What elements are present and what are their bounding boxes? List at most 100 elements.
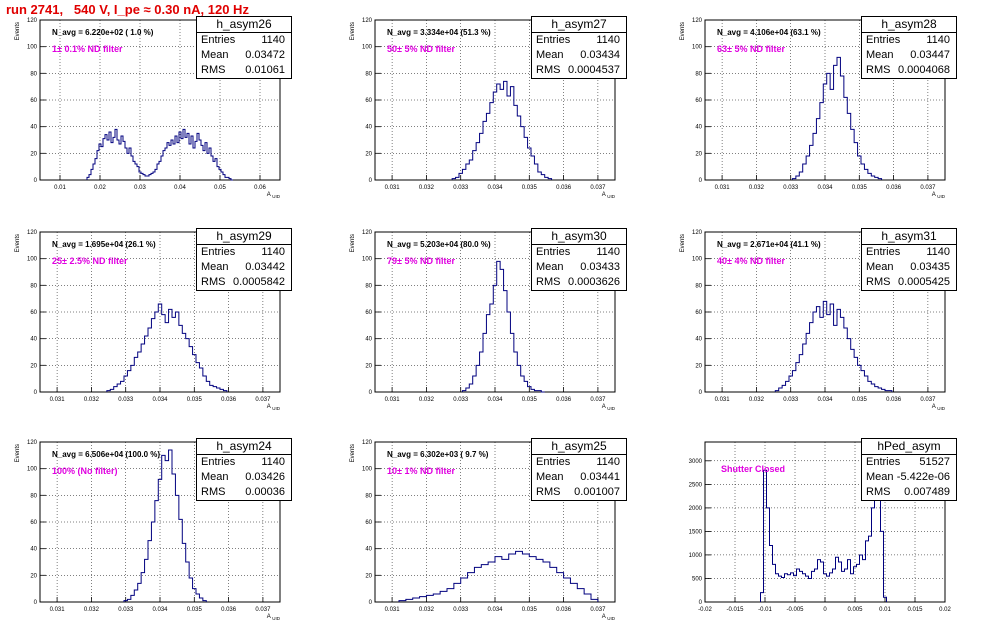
x-tick-label: 0.036 xyxy=(886,185,902,191)
histogram-plot: 0.01 0.02 0.03 0.04 0.05 0.06 0 20 40 60 80 100 120 E… xyxy=(15,18,281,199)
x-tick-label: 0.01 xyxy=(879,607,891,613)
y-tick-label: 120 xyxy=(27,230,38,236)
y-tick-label: 0 xyxy=(34,178,38,184)
histogram-line xyxy=(774,300,893,392)
filter-label: 63± 5% ND filter xyxy=(717,44,785,54)
page-title: run 2741, 540 V, I_pe ≈ 0.30 nA, 120 Hz xyxy=(6,2,249,17)
histogram-plot: 0.031 0.032 0.033 0.034 0.035 0.036 0.037 0 20 40… xyxy=(350,230,616,411)
histogram-name: hPed_asym xyxy=(862,439,956,455)
stat-row: Entries 51527 xyxy=(862,455,956,470)
y-tick-label: 100 xyxy=(362,257,373,263)
stat-key: Entries xyxy=(866,34,901,46)
histogram-name: h_asym26 xyxy=(197,17,291,33)
y-tick-label: 20 xyxy=(365,573,372,579)
y-tick-label: 60 xyxy=(365,98,372,104)
x-axis-label: A UID xyxy=(267,614,281,621)
y-tick-label: 120 xyxy=(362,18,373,24)
n-avg-label: N_avg = 1.695e+04 (26.1 %) xyxy=(52,240,156,249)
x-axis-label: A UID xyxy=(602,192,616,199)
x-tick-label: 0.034 xyxy=(487,397,503,403)
y-tick-label: 0 xyxy=(369,600,373,606)
y-tick-label: 80 xyxy=(365,71,372,77)
stat-key: RMS xyxy=(201,276,226,288)
x-tick-label: 0.037 xyxy=(920,185,936,191)
stat-value: 1140 xyxy=(596,34,620,46)
stat-key: RMS xyxy=(866,64,891,76)
y-axis-label: Events xyxy=(680,22,686,40)
n-avg-label: N_avg = 5.203e+04 (80.0 %) xyxy=(387,240,491,249)
stat-key: RMS xyxy=(536,64,561,76)
filter-label: 25± 2.5% ND filter xyxy=(52,256,128,266)
y-tick-label: 120 xyxy=(692,230,703,236)
stat-key: Mean xyxy=(201,261,229,273)
y-tick-label: 20 xyxy=(695,363,702,369)
x-tick-label: 0.036 xyxy=(556,185,572,191)
y-tick-label: 60 xyxy=(30,520,37,526)
x-tick-label: 0.035 xyxy=(522,185,538,191)
stat-value: -5.422e-06 xyxy=(896,471,950,483)
x-tick-label: 0.036 xyxy=(886,397,902,403)
x-tick-label: 0.031 xyxy=(50,397,66,403)
stat-key: Entries xyxy=(201,246,236,258)
histogram-panel: 0.031 0.032 0.033 0.034 0.035 0.036 0.037 0 20 40… xyxy=(680,16,957,199)
stat-row: RMS 0.0004537 xyxy=(532,63,626,78)
x-tick-label: 0.035 xyxy=(852,397,868,403)
stat-value: 0.03472 xyxy=(245,49,285,61)
y-axis-label: Events xyxy=(15,444,21,462)
x-tick-label: 0.035 xyxy=(522,607,538,613)
histogram-plot: 0.031 0.032 0.033 0.034 0.035 0.036 0.037 0 20 40… xyxy=(15,440,281,621)
stat-key: Entries xyxy=(536,456,571,468)
y-tick-label: 80 xyxy=(695,71,702,77)
x-tick-label: 0.031 xyxy=(50,607,66,613)
x-tick-label: 0.034 xyxy=(152,397,168,403)
y-tick-label: 120 xyxy=(27,440,38,446)
y-axis-label: Events xyxy=(15,234,21,252)
x-tick-label: 0.031 xyxy=(715,397,731,403)
n-avg-label: N_avg = 6.302e+03 ( 9.7 %) xyxy=(387,450,489,459)
y-tick-label: 60 xyxy=(365,520,372,526)
y-tick-label: 20 xyxy=(365,363,372,369)
x-tick-label: 0.033 xyxy=(453,607,469,613)
filter-label: 100% (No filter) xyxy=(52,466,118,476)
x-tick-label: 0.037 xyxy=(255,397,271,403)
stat-value: 0.03447 xyxy=(910,49,950,61)
stat-value: 0.0004068 xyxy=(898,64,950,76)
stat-key: RMS xyxy=(201,64,226,76)
x-tick-label: 0.037 xyxy=(590,607,606,613)
stat-key: Entries xyxy=(536,34,571,46)
y-tick-label: 2000 xyxy=(689,506,703,512)
stat-value: 0.00036 xyxy=(245,486,285,498)
stats-box: h_asym31 Entries 1140 Mean 0.03435 RMS 0.00054… xyxy=(861,228,957,291)
stats-box: h_asym26 Entries 1140 Mean 0.03472 RMS 0.01061 xyxy=(196,16,292,79)
histogram-plot: 0.031 0.032 0.033 0.034 0.035 0.036 0.037 0 20 40… xyxy=(15,230,281,411)
stat-key: Entries xyxy=(866,246,901,258)
y-tick-label: 120 xyxy=(362,440,373,446)
x-tick-label: 0.032 xyxy=(749,185,765,191)
x-tick-label: 0.005 xyxy=(847,607,863,613)
stats-box: h_asym25 Entries 1140 Mean 0.03441 RMS 0.00100… xyxy=(531,438,627,501)
y-tick-label: 60 xyxy=(695,310,702,316)
y-tick-label: 1000 xyxy=(689,553,703,559)
y-tick-label: 80 xyxy=(30,71,37,77)
y-tick-label: 120 xyxy=(362,230,373,236)
stat-value: 0.03426 xyxy=(245,471,285,483)
y-tick-label: 80 xyxy=(365,493,372,499)
stat-row: Entries 1140 xyxy=(532,455,626,470)
histogram-line xyxy=(760,469,887,602)
histogram-plot: 0.031 0.032 0.033 0.034 0.035 0.036 0.037 0 20 40… xyxy=(680,230,946,411)
y-tick-label: 80 xyxy=(30,283,37,289)
stat-row: Mean -5.422e-06 xyxy=(862,470,956,485)
y-axis-label: Events xyxy=(15,22,21,40)
x-tick-label: 0.037 xyxy=(590,397,606,403)
y-tick-label: 40 xyxy=(365,337,372,343)
y-tick-label: 0 xyxy=(699,178,703,184)
x-tick-label: -0.02 xyxy=(698,607,712,613)
x-tick-label: 0.037 xyxy=(920,397,936,403)
stat-row: Entries 1140 xyxy=(862,245,956,260)
stat-row: RMS 0.0003626 xyxy=(532,275,626,290)
y-tick-label: 100 xyxy=(692,257,703,263)
x-tick-label: 0.035 xyxy=(187,607,203,613)
x-tick-label: 0.036 xyxy=(556,607,572,613)
stat-key: Mean xyxy=(201,49,229,61)
stat-value: 1140 xyxy=(261,34,285,46)
